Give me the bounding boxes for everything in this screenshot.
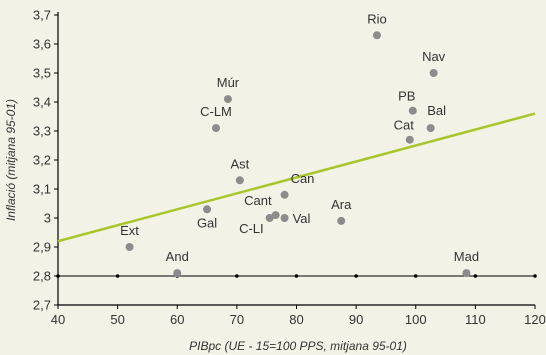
data-point-label: Bal <box>427 103 446 118</box>
data-point <box>235 176 244 185</box>
data-point <box>125 243 134 251</box>
data-point <box>203 205 212 214</box>
data-point-label: Ast <box>230 156 249 171</box>
reference-line-marker <box>413 274 418 278</box>
data-point <box>426 124 435 133</box>
reference-line-marker <box>533 274 537 278</box>
x-axis-title: PIBpc (UE - 15=100 PPS, mitjana 95-01) <box>189 339 407 353</box>
x-tick-label: 90 <box>349 312 363 327</box>
data-point <box>337 216 346 225</box>
x-tick-label: 60 <box>170 312 184 327</box>
reference-line-marker <box>473 274 478 278</box>
data-point-label: Ext <box>120 223 139 238</box>
x-tick-label: 100 <box>405 312 427 327</box>
x-tick-label: 40 <box>51 312 65 327</box>
data-point-label: Rio <box>367 11 387 26</box>
y-axis-title: Inflació (mitjana 95-01) <box>4 99 18 221</box>
x-tick-label: 120 <box>524 312 546 327</box>
data-point-label: C-LM <box>200 104 232 119</box>
data-point-label: Val <box>293 211 311 226</box>
data-point-label: Nav <box>422 49 446 64</box>
data-point-label: Can <box>291 171 315 186</box>
data-point-label: And <box>166 249 189 264</box>
reference-line-marker <box>294 274 299 278</box>
data-point <box>372 31 381 40</box>
y-tick-label: 3,6 <box>33 37 51 52</box>
data-point-label: Gal <box>197 215 217 230</box>
data-point <box>429 69 438 77</box>
y-tick-label: 2,7 <box>33 298 51 313</box>
y-tick-label: 2,8 <box>33 269 51 284</box>
data-point-label: PB <box>398 89 415 104</box>
y-tick-label: 3,4 <box>33 95 51 110</box>
data-point <box>280 214 289 222</box>
y-tick-label: 3,1 <box>33 182 51 197</box>
y-tick-label: 3 <box>44 211 51 226</box>
data-point-label: Cat <box>394 118 415 133</box>
plot-area: 2,7 2,8 2,9 3 3,1 3,2 3,3 3,4 3,5 3,6 3,7 40 50 60 70 8… <box>33 8 546 328</box>
data-point <box>280 190 289 199</box>
x-tick-label: 110 <box>465 312 486 327</box>
data-point-label: Múr <box>217 75 240 90</box>
trend-line <box>57 112 536 243</box>
data-point <box>405 135 414 144</box>
data-point <box>462 269 471 278</box>
data-point-label: Cant <box>244 193 272 208</box>
data-point <box>223 95 232 104</box>
y-tick-label: 3,3 <box>33 124 51 139</box>
y-tick-label: 2,9 <box>33 240 51 255</box>
data-point <box>173 269 182 278</box>
y-tick-label: 3,2 <box>33 153 51 168</box>
x-tick-label: 50 <box>110 312 124 327</box>
reference-line-marker <box>235 274 239 278</box>
reference-line-marker <box>56 274 60 278</box>
data-point-label: C-LI <box>239 221 264 236</box>
data-point-label: Ara <box>331 197 352 212</box>
x-tick-label: 70 <box>230 312 244 327</box>
y-tick-label: 3,5 <box>33 66 51 81</box>
data-point <box>265 214 274 222</box>
x-tick-label: 80 <box>289 312 303 327</box>
data-point <box>212 124 221 133</box>
data-point <box>408 106 417 115</box>
reference-line-marker <box>354 274 358 278</box>
data-point <box>271 211 280 220</box>
reference-line-marker <box>115 274 120 278</box>
y-tick-label: 3,7 <box>33 8 51 23</box>
data-point-label: Mad <box>454 249 479 264</box>
